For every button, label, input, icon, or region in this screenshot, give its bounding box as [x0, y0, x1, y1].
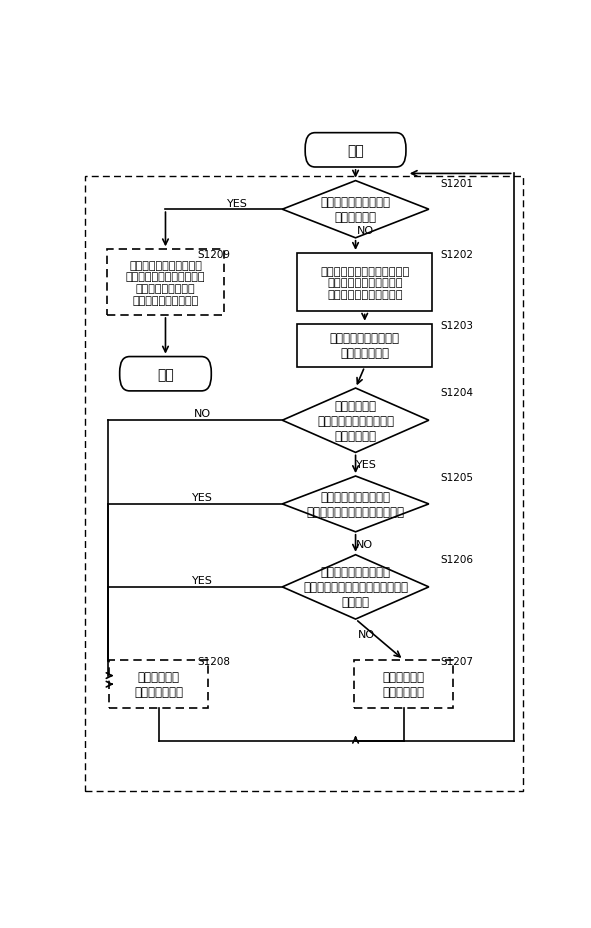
Bar [355, 660, 453, 709]
Text: S1207: S1207 [440, 657, 473, 666]
Text: YES: YES [191, 492, 213, 502]
Text: 当該給紙段のシートを
使用するプリントキュージョブが
あるか？: 当該給紙段のシートを 使用するプリントキュージョブが あるか？ [303, 566, 408, 609]
Text: NO: NO [358, 629, 375, 639]
Bar [109, 660, 208, 709]
Bar [107, 250, 224, 316]
Bar [297, 253, 432, 312]
Text: S1206: S1206 [440, 554, 473, 564]
Text: YES: YES [191, 576, 213, 586]
Polygon shape [282, 181, 429, 238]
Text: 当該給紙段は
設定不可とする: 当該給紙段は 設定不可とする [134, 670, 183, 699]
Text: NO: NO [194, 408, 210, 419]
Text: NO: NO [356, 539, 374, 549]
Text: S1202: S1202 [440, 250, 473, 259]
Text: YES: YES [356, 459, 376, 470]
Bar [297, 324, 432, 367]
FancyBboxPatch shape [119, 357, 212, 392]
Text: NO: NO [356, 226, 374, 236]
Polygon shape [282, 389, 429, 453]
Text: S1201: S1201 [440, 179, 473, 189]
Text: 当該給紙段に
当該ミスマッチシートを
設定可能か？: 当該給紙段に 当該ミスマッチシートを 設定可能か？ [317, 399, 394, 443]
Bar [85, 177, 522, 792]
Text: 当該給紙段のシートの
情報を取得する: 当該給紙段のシートの 情報を取得する [330, 331, 400, 360]
Text: S1205: S1205 [440, 473, 473, 483]
Text: ミスマッチシートの属性
情報を設定可能な給紙段の
判定結果に基づいて
給紙段選択画面を表示: ミスマッチシートの属性 情報を設定可能な給紙段の 判定結果に基づいて 給紙段選択… [126, 261, 205, 305]
Text: YES: YES [228, 200, 248, 209]
Text: 開始: 開始 [347, 144, 364, 158]
Text: 終了: 終了 [157, 367, 174, 381]
Text: S1204: S1204 [440, 388, 473, 398]
Text: 全ての給紙段に対する
判定が完了？: 全ての給紙段に対する 判定が完了？ [320, 196, 391, 224]
Text: S1209: S1209 [197, 250, 230, 259]
Polygon shape [282, 476, 429, 533]
Text: 当該給紙段は
設定可とする: 当該給紙段は 設定可とする [382, 670, 425, 699]
Text: 当該給紙段のシートを
使用する選択ジョブがあるか？: 当該給紙段のシートを 使用する選択ジョブがあるか？ [307, 490, 405, 519]
Text: S1203: S1203 [440, 321, 473, 330]
Text: ミスマッチシートを設定可能
かどうかを判定する対象
とする給紙段を１つ決定: ミスマッチシートを設定可能 かどうかを判定する対象 とする給紙段を１つ決定 [320, 266, 410, 300]
Polygon shape [282, 555, 429, 619]
FancyBboxPatch shape [305, 134, 406, 168]
Text: S1208: S1208 [197, 657, 230, 666]
